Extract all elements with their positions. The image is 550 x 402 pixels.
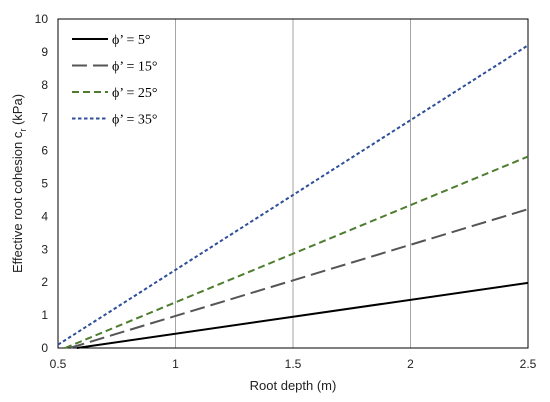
x-tick-label: 0.5 bbox=[50, 357, 67, 371]
y-tick-label: 7 bbox=[41, 111, 48, 125]
y-axis-title-subscript: r bbox=[18, 129, 28, 132]
y-tick-label: 3 bbox=[41, 242, 48, 256]
y-tick-label: 1 bbox=[41, 308, 48, 322]
x-tick-label: 1.5 bbox=[285, 357, 302, 371]
legend: ϕ’ = 5° ϕ’ = 15° ϕ’ = 25° ϕ’ = 35° bbox=[72, 33, 158, 128]
y-tick-label: 0 bbox=[41, 341, 48, 355]
x-tick-label: 2.5 bbox=[520, 357, 537, 371]
grid-layer bbox=[175, 19, 411, 348]
plot-area-frame bbox=[57, 18, 529, 349]
y-axis-title-unit: (kPa) bbox=[10, 94, 25, 129]
legend-label-4: ϕ’ = 35° bbox=[112, 113, 158, 128]
legend-label-1: ϕ’ = 5° bbox=[112, 33, 151, 48]
series-line-2 bbox=[69, 208, 529, 349]
y-tick-label: 6 bbox=[41, 144, 48, 158]
y-tick-label: 2 bbox=[41, 275, 48, 289]
y-tick-label: 8 bbox=[41, 78, 48, 92]
y-tick-label: 10 bbox=[35, 12, 49, 26]
y-tick-label: 4 bbox=[41, 209, 48, 223]
y-axis-title: Effective root cohesion cr (kPa) bbox=[10, 94, 28, 273]
y-axis-title-main: Effective root cohesion c bbox=[10, 131, 25, 273]
series-line-3 bbox=[64, 155, 529, 349]
tick-labels: 0.5 1 1.5 2 2.5 0 1 2 3 4 5 6 7 8 9 10 bbox=[35, 12, 537, 371]
series-line-1 bbox=[76, 281, 529, 349]
series-layer bbox=[57, 44, 529, 349]
series-line-4 bbox=[57, 44, 529, 346]
x-tick-label: 2 bbox=[407, 357, 414, 371]
legend-label-3: ϕ’ = 25° bbox=[112, 86, 158, 101]
y-tick-label: 9 bbox=[41, 45, 48, 59]
x-tick-label: 1 bbox=[172, 357, 179, 371]
x-axis-title: Root depth (m) bbox=[250, 378, 337, 393]
y-tick-label: 5 bbox=[41, 177, 48, 191]
legend-label-2: ϕ’ = 15° bbox=[112, 60, 158, 75]
